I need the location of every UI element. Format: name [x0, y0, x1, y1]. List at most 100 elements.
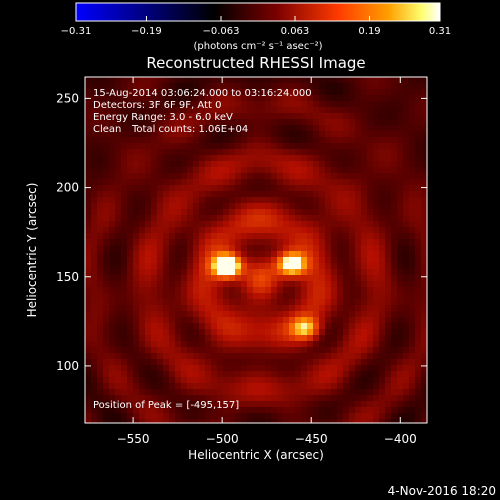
heatmap-cell	[355, 233, 362, 240]
heatmap-cell	[337, 335, 344, 342]
heatmap-cell	[187, 95, 194, 102]
heatmap-cell	[265, 317, 272, 324]
heatmap-cell	[301, 329, 308, 336]
heatmap-cell	[259, 101, 266, 108]
heatmap-cell	[349, 239, 356, 246]
heatmap-cell	[133, 125, 140, 132]
heatmap-cell	[403, 101, 410, 108]
heatmap-cell	[97, 233, 104, 240]
heatmap-cell	[313, 209, 320, 216]
heatmap-cell	[289, 167, 296, 174]
heatmap-cell	[295, 263, 302, 270]
heatmap-cell	[247, 167, 254, 174]
heatmap-cell	[91, 131, 98, 138]
heatmap-cell	[169, 281, 176, 288]
heatmap-cell	[91, 197, 98, 204]
heatmap-cell	[301, 173, 308, 180]
heatmap-cell	[145, 245, 152, 252]
heatmap-cell	[241, 281, 248, 288]
heatmap-cell	[217, 239, 224, 246]
heatmap-cell	[277, 221, 284, 228]
heatmap-cell	[241, 335, 248, 342]
heatmap-cell	[241, 275, 248, 282]
heatmap-cell	[115, 155, 122, 162]
heatmap-cell	[271, 209, 278, 216]
heatmap-cell	[349, 395, 356, 402]
heatmap-cell	[133, 383, 140, 390]
heatmap-cell	[229, 83, 236, 90]
heatmap-cell	[235, 191, 242, 198]
heatmap-cell	[373, 185, 380, 192]
heatmap-cell	[271, 293, 278, 300]
heatmap-cell	[319, 215, 326, 222]
heatmap-cell	[133, 281, 140, 288]
heatmap-cell	[361, 341, 368, 348]
heatmap-cell	[337, 395, 344, 402]
heatmap-cell	[379, 329, 386, 336]
heatmap-cell	[259, 323, 266, 330]
heatmap-cell	[91, 83, 98, 90]
heatmap-cell	[97, 359, 104, 366]
heatmap-cell	[115, 203, 122, 210]
heatmap-cell	[139, 335, 146, 342]
heatmap-cell	[277, 257, 284, 264]
heatmap-cell	[217, 341, 224, 348]
heatmap-cell	[265, 389, 272, 396]
heatmap-cell	[211, 113, 218, 120]
heatmap-cell	[379, 245, 386, 252]
heatmap-cell	[349, 131, 356, 138]
heatmap-cell	[169, 125, 176, 132]
heatmap-cell	[205, 383, 212, 390]
heatmap-cell	[397, 125, 404, 132]
heatmap-cell	[367, 191, 374, 198]
heatmap-cell	[283, 245, 290, 252]
heatmap-cell	[181, 359, 188, 366]
heatmap-cell	[325, 203, 332, 210]
heatmap-cell	[115, 383, 122, 390]
heatmap-cell	[415, 329, 422, 336]
heatmap-cell	[313, 113, 320, 120]
heatmap-cell	[85, 233, 92, 240]
heatmap-cell	[157, 401, 164, 408]
heatmap-cell	[373, 293, 380, 300]
heatmap-cell	[241, 407, 248, 414]
heatmap-cell	[193, 197, 200, 204]
heatmap-cell	[169, 287, 176, 294]
heatmap-cell	[115, 167, 122, 174]
heatmap-cell	[247, 395, 254, 402]
heatmap-cell	[229, 269, 236, 276]
heatmap-cell	[271, 161, 278, 168]
heatmap-cell	[373, 281, 380, 288]
heatmap-cell	[109, 95, 116, 102]
heatmap-cell	[241, 95, 248, 102]
heatmap-cell	[103, 329, 110, 336]
heatmap-cell	[217, 227, 224, 234]
heatmap-cell	[409, 95, 416, 102]
heatmap-cell	[403, 401, 410, 408]
heatmap-cell	[85, 335, 92, 342]
heatmap-cell	[199, 125, 206, 132]
heatmap-cell	[397, 395, 404, 402]
heatmap-cell	[127, 221, 134, 228]
heatmap-cell	[205, 413, 212, 420]
heatmap-cell	[313, 347, 320, 354]
heatmap-cell	[253, 323, 260, 330]
heatmap-cell	[343, 335, 350, 342]
heatmap-cell	[415, 125, 422, 132]
heatmap-cell	[307, 83, 314, 90]
heatmap-cell	[337, 311, 344, 318]
heatmap-cell	[157, 221, 164, 228]
heatmap-cell	[283, 113, 290, 120]
heatmap-cell	[193, 221, 200, 228]
heatmap-cell	[325, 221, 332, 228]
heatmap-cell	[163, 197, 170, 204]
heatmap-cell	[271, 131, 278, 138]
heatmap-cell	[403, 407, 410, 414]
heatmap-cell	[307, 149, 314, 156]
heatmap-cell	[355, 155, 362, 162]
heatmap-cell	[409, 371, 416, 378]
heatmap-cell	[247, 143, 254, 150]
heatmap-cell	[157, 113, 164, 120]
heatmap-cell	[97, 377, 104, 384]
heatmap-cell	[313, 149, 320, 156]
